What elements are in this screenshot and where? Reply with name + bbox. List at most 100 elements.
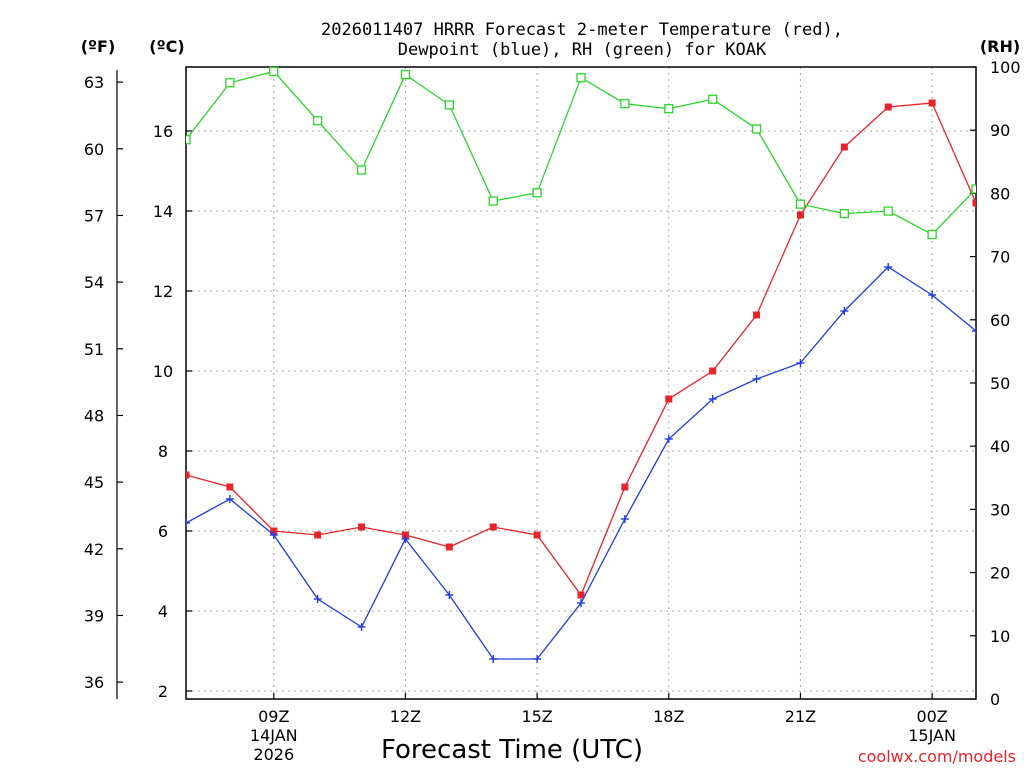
rh-point bbox=[839, 208, 849, 219]
temperature-point bbox=[753, 311, 761, 319]
credit-text: coolwx.com/models bbox=[858, 747, 1016, 766]
dewpoint-point bbox=[664, 435, 673, 443]
rh-point bbox=[664, 104, 674, 114]
dewpoint-point bbox=[401, 535, 410, 543]
temperature-point bbox=[186, 471, 190, 479]
temperature-point bbox=[709, 367, 717, 375]
rh-point bbox=[751, 124, 762, 134]
dewpoint-point bbox=[186, 519, 190, 527]
dewpoint-point bbox=[708, 395, 717, 403]
rh-point bbox=[971, 184, 976, 194]
x-axis-title: Forecast Time (UTC) bbox=[381, 735, 643, 765]
x-tick-label: 12Z bbox=[390, 707, 421, 726]
celsius-unit-label: (ºC) bbox=[149, 37, 184, 56]
rh-point bbox=[795, 199, 806, 209]
rh-point bbox=[488, 196, 498, 206]
rh-point bbox=[883, 206, 893, 216]
x-tick-year-label: 2026 bbox=[253, 745, 294, 764]
dewpoint-point bbox=[620, 515, 629, 523]
temperature-point bbox=[796, 211, 804, 219]
celsius-tick-label: 16 bbox=[153, 122, 173, 141]
rh-point bbox=[313, 116, 323, 126]
rh-tick-label: 20 bbox=[990, 564, 1010, 583]
fahrenheit-tick-label: 39 bbox=[84, 606, 104, 625]
temperature-point bbox=[621, 483, 629, 491]
rh-point bbox=[444, 100, 454, 110]
temperature-point bbox=[928, 99, 936, 107]
dewpoint-point bbox=[796, 359, 805, 367]
fahrenheit-tick-label: 48 bbox=[84, 406, 104, 425]
rh-point bbox=[356, 165, 367, 175]
dewpoint-point bbox=[225, 495, 234, 503]
chart-title-line-2: Dewpoint (blue), RH (green) for KOAK bbox=[398, 40, 767, 60]
rh-point bbox=[620, 99, 630, 109]
data-series bbox=[186, 66, 976, 663]
dewpoint-point bbox=[577, 599, 585, 607]
fahrenheit-unit-label: (ºF) bbox=[81, 37, 116, 56]
temperature-point bbox=[358, 523, 366, 531]
fahrenheit-tick-label: 36 bbox=[84, 673, 104, 692]
series-rh bbox=[186, 66, 976, 240]
dewpoint-point bbox=[489, 655, 498, 663]
dewpoint-point bbox=[840, 307, 849, 315]
celsius-tick-label: 14 bbox=[153, 202, 173, 221]
axes: 2 4 6 8 10 12 14 16 36 39 42 45 48 51 54 57 60 63 0 10 20 30 4… bbox=[84, 58, 1021, 764]
x-tick-label: 18Z bbox=[653, 707, 684, 726]
temperature-point bbox=[840, 143, 848, 151]
rh-tick-label: 10 bbox=[990, 627, 1010, 646]
dewpoint-point bbox=[445, 591, 454, 599]
rh-point bbox=[576, 73, 586, 83]
x-tick-label: 15Z bbox=[521, 707, 552, 726]
rh-point bbox=[708, 94, 718, 104]
celsius-tick-label: 6 bbox=[158, 522, 168, 541]
rh-tick-label: 30 bbox=[990, 500, 1010, 519]
dewpoint-point bbox=[357, 623, 366, 631]
celsius-tick-label: 10 bbox=[153, 362, 173, 381]
x-tick-label: 00Z bbox=[916, 707, 947, 726]
temperature-point bbox=[533, 531, 541, 539]
rh-tick-label: 90 bbox=[990, 121, 1010, 140]
rh-point bbox=[400, 69, 411, 80]
celsius-tick-label: 12 bbox=[153, 282, 173, 301]
rh-tick-label: 80 bbox=[990, 184, 1010, 203]
fahrenheit-tick-label: 45 bbox=[84, 473, 104, 492]
fahrenheit-tick-label: 57 bbox=[84, 206, 104, 225]
rh-tick-label: 40 bbox=[990, 437, 1010, 456]
temperature-point bbox=[314, 531, 322, 539]
dewpoint-point bbox=[269, 531, 278, 539]
x-tick-date-label: 15JAN bbox=[908, 726, 956, 745]
rh-tick-label: 70 bbox=[990, 248, 1010, 267]
temperature-point bbox=[577, 591, 585, 599]
dewpoint-point bbox=[972, 327, 976, 335]
temperature-point bbox=[489, 523, 497, 531]
temperature-point bbox=[972, 199, 976, 207]
dewpoint-point bbox=[533, 655, 542, 663]
rh-tick-label: 50 bbox=[990, 374, 1010, 393]
celsius-tick-label: 4 bbox=[158, 602, 168, 621]
rh-tick-label: 60 bbox=[990, 311, 1010, 330]
temperature-point bbox=[445, 543, 453, 551]
rh-point bbox=[225, 78, 235, 88]
fahrenheit-tick-label: 60 bbox=[84, 140, 104, 159]
temperature-point bbox=[665, 395, 673, 403]
series-line-rh bbox=[186, 70, 976, 236]
temperature-point bbox=[884, 103, 892, 111]
fahrenheit-tick-label: 42 bbox=[84, 540, 104, 559]
rh-tick-label: 100 bbox=[990, 58, 1021, 77]
x-tick-label: 21Z bbox=[785, 707, 816, 726]
x-tick-date-label: 14JAN bbox=[250, 726, 298, 745]
dewpoint-point bbox=[752, 375, 761, 383]
series-dewpoint bbox=[186, 263, 976, 663]
fahrenheit-tick-label: 54 bbox=[84, 273, 104, 292]
rh-point bbox=[927, 229, 937, 240]
series-temperature bbox=[186, 99, 976, 599]
dewpoint-point bbox=[313, 595, 322, 603]
series-line-temperature bbox=[186, 102, 976, 597]
dewpoint-point bbox=[884, 263, 893, 271]
dewpoint-point bbox=[928, 291, 937, 299]
x-tick-label: 09Z bbox=[258, 707, 289, 726]
rh-tick-label: 0 bbox=[990, 690, 1000, 709]
rh-point bbox=[186, 135, 191, 145]
celsius-tick-label: 2 bbox=[158, 682, 168, 701]
